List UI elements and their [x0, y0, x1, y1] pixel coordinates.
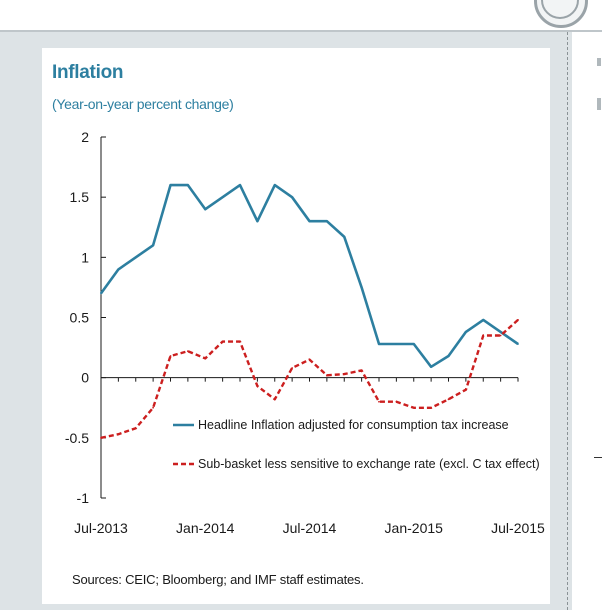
headline-data-point [447, 355, 450, 357]
adjacent-panel [572, 32, 602, 610]
headline-data-point [221, 196, 224, 199]
adjacent-panel-fragment [597, 98, 601, 110]
headline-data-point [117, 268, 120, 271]
headline-series-line [99, 183, 519, 369]
legend-headline-label: Headline Inflation adjusted for consumpt… [198, 418, 509, 432]
headline-data-point [308, 220, 311, 223]
headline-data-point [325, 220, 328, 223]
adjacent-panel-fragment [594, 457, 602, 458]
top-band [0, 0, 602, 30]
headline-data-point [360, 286, 363, 289]
y-tick-label: 1 [81, 249, 89, 265]
subbasket-data-point [360, 369, 363, 372]
subbasket-data-point [378, 400, 380, 403]
headline-data-point [343, 235, 346, 238]
subbasket-data-point [256, 385, 259, 387]
subbasket-data-point [221, 340, 224, 343]
headline-data-point [395, 343, 398, 345]
headline-data-point [482, 319, 485, 321]
subbasket-data-point [186, 350, 189, 353]
subbasket-data-point [325, 374, 328, 377]
subbasket-data-point [343, 373, 346, 375]
chart-title: Inflation [52, 62, 124, 83]
legend-subbasket-label: Sub-basket less sensitive to exchange ra… [198, 457, 540, 471]
y-tick-label: -1 [77, 490, 90, 506]
headline-data-point [100, 292, 102, 295]
y-tick-label: 1.5 [70, 189, 90, 205]
subbasket-data-point [430, 406, 433, 409]
headline-data-point [186, 184, 189, 187]
subbasket-data-point [447, 398, 450, 401]
headline-data-point [464, 331, 467, 333]
chart-source-note: Sources: CEIC; Bloomberg; and IMF staff … [72, 572, 364, 587]
subbasket-data-point [499, 334, 502, 337]
y-tick-label: 0 [81, 370, 89, 386]
subbasket-data-point [117, 433, 120, 436]
subbasket-data-point [291, 367, 294, 369]
headline-data-point [517, 343, 519, 345]
subbasket-data-point [308, 358, 311, 361]
x-tick-label: Jan-2015 [385, 520, 444, 536]
headline-data-point [378, 343, 380, 345]
subbasket-data-point [395, 400, 398, 403]
x-tick-label: Jul-2014 [283, 520, 337, 536]
chart-panel [42, 48, 550, 604]
headline-data-point [430, 365, 433, 368]
subbasket-data-point [100, 436, 102, 439]
y-tick-label: 0.5 [70, 310, 90, 326]
headline-data-point [239, 184, 241, 187]
subbasket-data-point [464, 388, 467, 391]
subbasket-data-point [134, 427, 137, 430]
headline-data-point [412, 343, 415, 345]
headline-data-point [134, 256, 137, 259]
subbasket-data-point [517, 319, 519, 321]
headline-data-point [273, 184, 276, 187]
subbasket-data-point [152, 406, 155, 409]
headline-data-point [204, 208, 207, 211]
chart-subtitle: (Year-on-year percent change) [52, 96, 234, 112]
subbasket-data-point [482, 334, 485, 337]
top-rule [0, 30, 602, 32]
x-tick-label: Jul-2015 [491, 520, 545, 536]
subbasket-data-point [204, 357, 207, 360]
subbasket-data-point [412, 406, 415, 409]
headline-data-point [499, 331, 502, 333]
headline-data-point [152, 244, 155, 247]
headline-data-point [256, 220, 259, 223]
headline-data-point [291, 196, 294, 199]
subbasket-data-point [273, 398, 276, 401]
headline-data-point [169, 184, 172, 187]
subbasket-data-point [239, 340, 241, 343]
x-tick-label: Jul-2013 [74, 520, 128, 536]
y-tick-label: -0.5 [65, 430, 89, 446]
x-tick-label: Jan-2014 [176, 520, 235, 536]
panel-divider [567, 32, 569, 610]
subbasket-data-point [169, 355, 172, 357]
y-tick-label: 2 [81, 129, 89, 145]
adjacent-panel-fragment [597, 58, 601, 66]
